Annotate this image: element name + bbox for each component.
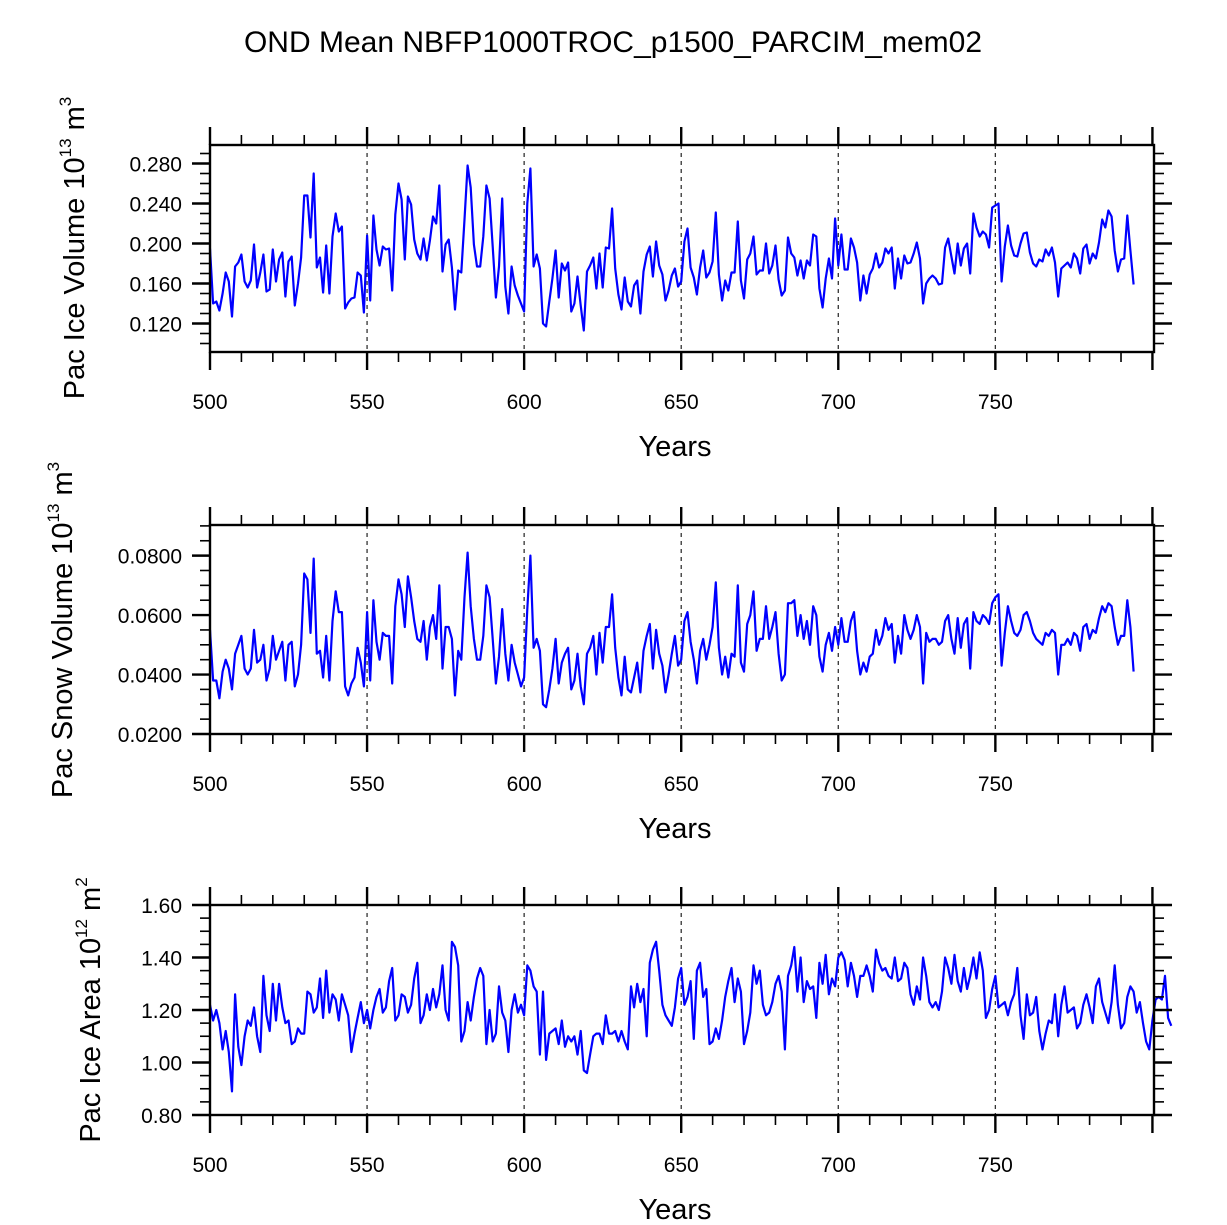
y-tick-label: 0.80: [141, 1105, 182, 1128]
x-tick-label: 650: [664, 1154, 699, 1177]
data-series-line: [208, 164, 1135, 332]
x-tick-label: 750: [978, 391, 1013, 414]
x-tick-label: 500: [192, 773, 227, 796]
y-tick-label: 0.0200: [118, 724, 182, 747]
x-tick-label: 600: [507, 391, 542, 414]
y-axis-label: Pac Ice Volume 1013 m3: [56, 97, 91, 399]
x-tick-label: 750: [978, 773, 1013, 796]
x-tick-label: 650: [664, 773, 699, 796]
panel-3: 500 550 600 650 700 750 0.80 1.00 1.20 1.40 1.60 Ye…: [72, 877, 1173, 1225]
x-axis-label: Years: [638, 1194, 711, 1225]
y-tick-label: 1.20: [141, 1000, 182, 1023]
data-series-line: [208, 551, 1135, 709]
x-tick-label: 600: [507, 773, 542, 796]
y-tick-label: 0.120: [129, 314, 182, 337]
x-tick-label: 600: [507, 1154, 542, 1177]
y-tick-label: 1.00: [141, 1053, 182, 1076]
x-tick-label: 750: [978, 1154, 1013, 1177]
y-tick-label: 0.280: [129, 154, 182, 177]
panel-1: 500 550 600 650 700 750 0.120 0.160 0.200 0.240 0.…: [56, 97, 1172, 463]
y-tick-label: 1.60: [141, 895, 182, 918]
y-tick-label: 1.40: [141, 948, 182, 971]
x-tick-label: 550: [350, 391, 385, 414]
y-tick-label: 0.160: [129, 274, 182, 297]
x-tick-label: 700: [821, 773, 856, 796]
x-tick-label: 500: [192, 1154, 227, 1177]
data-series-line: [208, 940, 1173, 1093]
y-tick-label: 0.0600: [118, 605, 182, 628]
panel-2: 500 550 600 650 700 750 0.0200 0.0400 0.0600 0.08…: [44, 462, 1172, 845]
y-tick-label: 0.0800: [118, 546, 182, 569]
x-tick-label: 650: [664, 391, 699, 414]
y-axis-label: Pac Snow Volume 1013 m3: [44, 462, 79, 798]
x-tick-label: 550: [350, 1154, 385, 1177]
x-tick-label: 500: [192, 391, 227, 414]
x-axis-label: Years: [638, 431, 711, 463]
x-axis-label: Years: [638, 813, 711, 845]
y-axis-label: Pac Ice Area 1012 m2: [72, 877, 107, 1142]
x-tick-label: 550: [350, 773, 385, 796]
x-tick-label: 700: [821, 1154, 856, 1177]
x-tick-label: 700: [821, 391, 856, 414]
y-tick-label: 0.0400: [118, 665, 182, 688]
chart-title: OND Mean NBFP1000TROC_p1500_PARCIM_mem02: [244, 26, 982, 59]
y-tick-label: 0.200: [129, 234, 182, 257]
plot-frame: [208, 903, 1156, 1117]
y-tick-label: 0.240: [129, 194, 182, 217]
